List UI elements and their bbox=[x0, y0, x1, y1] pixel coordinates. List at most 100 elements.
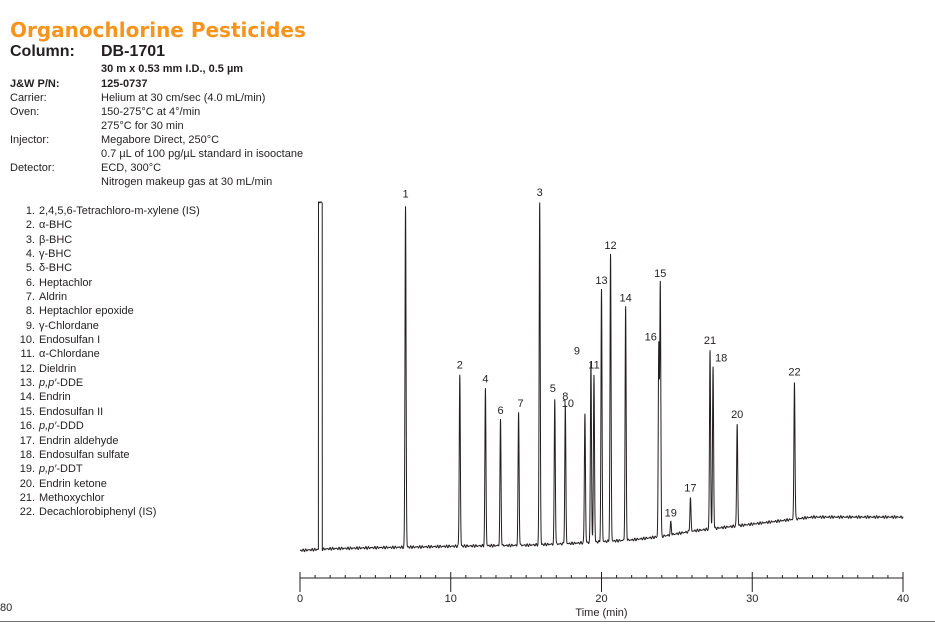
peak-label: 4 bbox=[482, 374, 488, 386]
compound-item: 3. β-BHC bbox=[12, 233, 200, 247]
compound-number: 19. bbox=[19, 463, 35, 476]
compound-item: 10. Endosulfan I bbox=[12, 333, 200, 347]
compound-number: 10. bbox=[19, 334, 35, 347]
compound-item: 20. Endrin ketone bbox=[12, 477, 200, 491]
spec-value: 125-0737 bbox=[101, 77, 148, 91]
bottom-rule bbox=[0, 621, 935, 622]
compound-item: 1. 2,4,5,6-Tetrachloro-m-xylene (IS) bbox=[12, 204, 200, 218]
spec-value-line: Nitrogen makeup gas at 30 mL/min bbox=[101, 176, 273, 188]
compound-number: 5. bbox=[25, 262, 35, 275]
peak-label: 20 bbox=[731, 409, 743, 421]
compound-item: 9. γ-Chlordane bbox=[12, 319, 200, 333]
x-axis-label: Time (min) bbox=[575, 607, 627, 619]
compound-list: 1. 2,4,5,6-Tetrachloro-m-xylene (IS) 2. α-B… bbox=[12, 204, 200, 520]
spec-label: J&W P/N: bbox=[10, 78, 60, 90]
peak-label: 11 bbox=[588, 360, 599, 372]
compound-number: 13. bbox=[19, 377, 35, 390]
x-tick-label: 0 bbox=[297, 593, 303, 605]
peak-label: 17 bbox=[684, 483, 696, 495]
peak-label: 21 bbox=[704, 335, 716, 347]
compound-name: Endrin ketone bbox=[39, 477, 107, 490]
peak-label: 8 bbox=[562, 391, 568, 403]
compound-item: 7. Aldrin bbox=[12, 290, 200, 304]
compound-number: 16. bbox=[19, 420, 35, 433]
compound-name: Endosulfan II bbox=[39, 405, 104, 418]
peak-label: 15 bbox=[654, 268, 666, 280]
spec-value-line: 125-0737 bbox=[101, 78, 148, 90]
spec-value-line: 150-275°C at 4°/min bbox=[101, 106, 201, 118]
column-value: DB-1701 bbox=[101, 43, 166, 60]
compound-item: 13. p,p′-DDE bbox=[12, 376, 200, 390]
compound-number: 6. bbox=[25, 276, 35, 289]
spec-label: Injector: bbox=[10, 134, 50, 146]
column-label: Column: bbox=[10, 43, 75, 60]
peak-label: 3 bbox=[537, 187, 543, 199]
peak-label: 18 bbox=[715, 352, 727, 364]
peak-label: 12 bbox=[604, 240, 616, 252]
peak-label: 9 bbox=[574, 345, 580, 357]
compound-number: 11. bbox=[20, 348, 35, 361]
peak-label: 13 bbox=[595, 275, 607, 287]
compound-name: γ-Chlordane bbox=[39, 319, 99, 332]
x-tick-label: 30 bbox=[746, 593, 758, 605]
compound-item: 11. α-Chlordane bbox=[12, 347, 200, 361]
compound-item: 8. Heptachlor epoxide bbox=[12, 304, 200, 318]
compound-name: α-Chlordane bbox=[39, 348, 100, 361]
peak-label: 5 bbox=[550, 383, 556, 395]
peak-label: 14 bbox=[619, 293, 631, 305]
compound-item: 17. Endrin aldehyde bbox=[12, 434, 200, 448]
x-ticks: 0 10 20 30 40 bbox=[297, 572, 909, 605]
compound-name: δ-BHC bbox=[39, 262, 73, 275]
compound-number: 18. bbox=[19, 448, 35, 461]
spec-value-line: 275°C for 30 min bbox=[101, 120, 184, 132]
compound-number: 3. bbox=[25, 233, 35, 246]
compound-name: α-BHC bbox=[39, 219, 73, 232]
spec-value-line: ECD, 300°C bbox=[101, 162, 162, 174]
spec-value-line: Megabore Direct, 250°C bbox=[101, 134, 220, 146]
compound-item: 4. γ-BHC bbox=[12, 247, 200, 261]
compound-item: 18. Endosulfan sulfate bbox=[12, 448, 200, 462]
compound-number: 21. bbox=[19, 491, 35, 504]
compound-number: 4. bbox=[25, 248, 35, 261]
compound-name: γ-BHC bbox=[39, 248, 72, 261]
peak-label: 19 bbox=[665, 507, 677, 519]
compound-number: 15. bbox=[19, 405, 35, 418]
spec-value: Megabore Direct, 250°C 0.7 µL of 100 pg/µ… bbox=[101, 133, 303, 161]
compound-number: 14. bbox=[19, 391, 35, 404]
spec-value-line: Helium at 30 cm/sec (4.0 mL/min) bbox=[101, 92, 266, 104]
peak-label: 1 bbox=[402, 189, 408, 201]
compound-name: p,p′-DDE bbox=[39, 377, 84, 390]
compound-item: 15. Endosulfan II bbox=[12, 405, 200, 419]
compound-number: 7. bbox=[25, 291, 35, 304]
compound-number: 17. bbox=[19, 434, 35, 447]
x-tick-label: 10 bbox=[445, 593, 457, 605]
compound-item: 12. Dieldrin bbox=[12, 362, 200, 376]
x-axis: 0 10 20 30 40 bbox=[297, 572, 909, 605]
compound-number: 20. bbox=[19, 477, 35, 490]
compound-name: Endrin bbox=[39, 391, 71, 404]
compound-name: 2,4,5,6-Tetrachloro-m-xylene (IS) bbox=[39, 205, 200, 217]
x-tick-label: 20 bbox=[595, 593, 607, 605]
peak-label: 7 bbox=[518, 398, 524, 410]
spec-value: Helium at 30 cm/sec (4.0 mL/min) bbox=[101, 91, 265, 105]
compound-name: Heptachlor bbox=[39, 276, 93, 289]
compound-item: 2. α-BHC bbox=[12, 218, 200, 232]
compound-number: 2. bbox=[25, 219, 35, 232]
spec-value: 150-275°C at 4°/min 275°C for 30 min bbox=[101, 105, 200, 133]
compound-number: 22. bbox=[19, 506, 35, 519]
chromatogram-trace bbox=[299, 201, 904, 553]
compound-name: Endosulfan sulfate bbox=[39, 448, 130, 461]
peak-label: 22 bbox=[788, 367, 800, 379]
peak-label: 16 bbox=[645, 331, 657, 343]
spec-label: Carrier: bbox=[10, 92, 47, 104]
peak-label: 6 bbox=[497, 405, 503, 417]
spec-value-line: 30 m x 0.53 mm I.D., 0.5 µm bbox=[101, 63, 244, 75]
spec-label: Oven: bbox=[10, 106, 40, 118]
compound-name: β-BHC bbox=[39, 233, 73, 246]
compound-name: Endrin aldehyde bbox=[39, 434, 119, 447]
page-number: 80 bbox=[0, 602, 13, 614]
peak-label: 2 bbox=[457, 360, 463, 372]
compound-item: 6. Heptachlor bbox=[12, 276, 200, 290]
